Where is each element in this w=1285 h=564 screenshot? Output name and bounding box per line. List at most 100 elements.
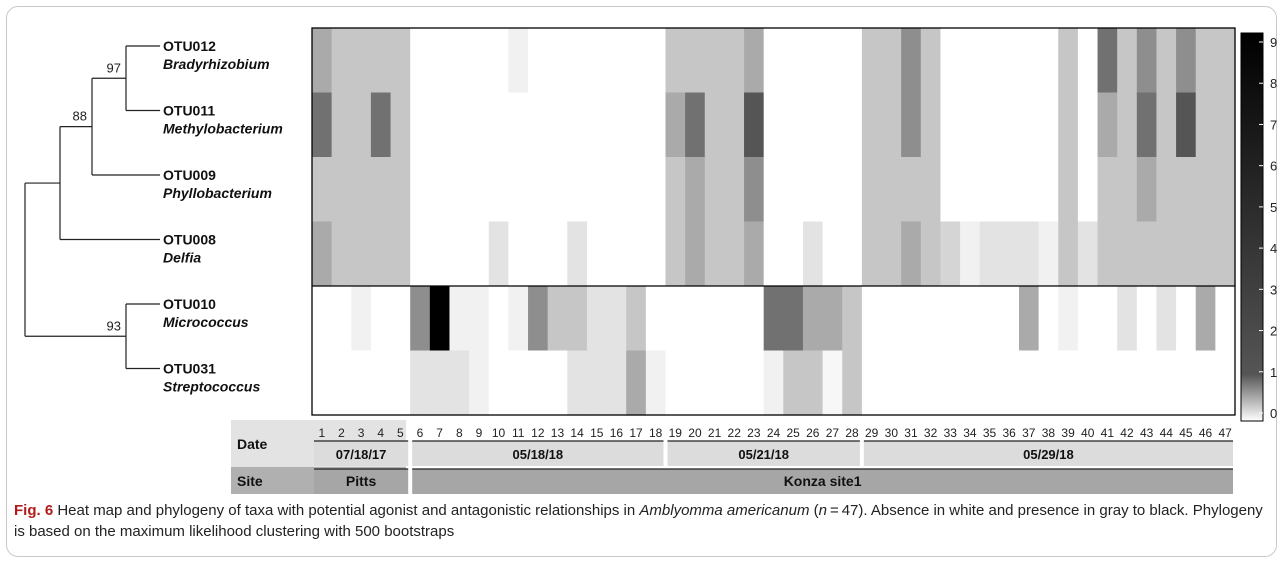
- caption-text-1: Heat map and phylogeny of taxa with pote…: [53, 502, 640, 519]
- heatmap-cell: [1215, 157, 1236, 223]
- color-scale-tick-label: 4: [1270, 241, 1277, 256]
- heatmap-cell: [901, 350, 922, 416]
- heatmap-grid: [311, 27, 1236, 416]
- date-group-label: 05/21/18: [738, 447, 789, 462]
- sample-number-label: 7: [436, 426, 443, 440]
- heatmap-cell: [1117, 221, 1138, 287]
- heatmap-cell: [469, 286, 490, 352]
- heatmap-cell: [351, 350, 372, 416]
- site-group-cell: [412, 469, 1233, 494]
- heatmap-cell: [763, 350, 784, 416]
- heatmap-cell: [449, 350, 470, 416]
- heatmap-cell: [1156, 28, 1177, 94]
- heatmap-cell: [312, 286, 333, 352]
- heatmap-cell: [999, 286, 1020, 352]
- bootstrap-value: 97: [107, 60, 121, 75]
- heatmap-cell: [410, 286, 431, 352]
- heatmap-cell: [685, 286, 706, 352]
- heatmap-cell: [1117, 28, 1138, 94]
- heatmap-cell: [645, 286, 667, 352]
- heatmap-cell: [783, 221, 804, 287]
- heatmap-cell: [920, 157, 942, 223]
- heatmap-cell: [1077, 221, 1099, 287]
- sample-number-label: 16: [610, 426, 624, 440]
- heatmap-cell: [390, 157, 411, 223]
- heatmap-cell: [1097, 221, 1118, 287]
- heatmap-cell: [881, 92, 902, 158]
- heatmap-cell: [685, 28, 706, 94]
- heatmap-cell: [861, 221, 883, 287]
- date-header-label: Date: [237, 436, 268, 452]
- heatmap-cell: [508, 350, 529, 416]
- heatmap-cell: [1097, 286, 1118, 352]
- heatmap-cell: [822, 350, 843, 416]
- heatmap-cell: [547, 221, 568, 287]
- date-group-label: 05/29/18: [1023, 447, 1074, 462]
- heatmap-cell: [763, 221, 784, 287]
- heatmap-cell: [665, 286, 686, 352]
- heatmap-cell: [528, 221, 549, 287]
- heatmap-cell: [861, 92, 883, 158]
- heatmap-cell: [1038, 350, 1059, 416]
- heatmap-cell: [842, 92, 863, 158]
- sample-number-label: 32: [924, 426, 938, 440]
- heatmap-cell: [920, 92, 942, 158]
- heatmap-cell: [1058, 221, 1079, 287]
- heatmap-cell: [1018, 28, 1040, 94]
- heatmap-cell: [586, 350, 608, 416]
- heatmap-cell: [410, 221, 431, 287]
- date-group-cell: [412, 441, 664, 466]
- heatmap-cell: [1097, 350, 1118, 416]
- heatmap-cell: [783, 157, 804, 223]
- sample-number-label: 33: [944, 426, 958, 440]
- heatmap-cell: [390, 28, 411, 94]
- heatmap-cell: [1018, 157, 1040, 223]
- heatmap-cell: [606, 157, 627, 223]
- sample-number-label: 35: [983, 426, 997, 440]
- heatmap-cell: [1117, 92, 1138, 158]
- heatmap-cell: [802, 157, 824, 223]
- heatmap-cell: [1077, 92, 1099, 158]
- heatmap-cell: [842, 157, 863, 223]
- caption-n: n: [818, 502, 827, 519]
- heatmap-cell: [312, 350, 333, 416]
- heatmap-cell: [410, 28, 431, 94]
- otu-id-label: OTU008: [163, 232, 216, 248]
- heatmap-cell: [370, 157, 392, 223]
- heatmap-cell: [370, 221, 392, 287]
- heatmap-cell: [645, 157, 667, 223]
- heatmap-cell: [528, 28, 549, 94]
- date-group-cell: [314, 441, 409, 466]
- heatmap-cell: [1136, 221, 1158, 287]
- heatmap-cell: [763, 286, 784, 352]
- heatmap-cell: [390, 221, 411, 287]
- heatmap-cell: [744, 157, 765, 223]
- heatmap-cell: [1215, 92, 1236, 158]
- heatmap-cell: [508, 28, 529, 94]
- heatmap-cell: [1136, 157, 1158, 223]
- heatmap-cell: [920, 350, 942, 416]
- color-scale-tick-label: 3: [1270, 282, 1277, 297]
- heatmap-cell: [822, 92, 843, 158]
- heatmap-cell: [626, 286, 647, 352]
- sample-number-label: 25: [786, 426, 800, 440]
- heatmap-cell: [449, 221, 470, 287]
- site-group-label: Pitts: [346, 473, 377, 489]
- heatmap-cell: [508, 92, 529, 158]
- color-scale-gradient-bar: [1240, 32, 1264, 422]
- sample-number-label: 8: [456, 426, 463, 440]
- color-scale-tick-label: 2: [1270, 324, 1277, 339]
- heatmap-cell: [724, 350, 745, 416]
- sample-number-label: 15: [590, 426, 604, 440]
- heatmap-cell: [1018, 350, 1040, 416]
- heatmap-cell: [370, 286, 392, 352]
- heatmap-cell: [1156, 350, 1177, 416]
- sample-number-label: 3: [358, 426, 365, 440]
- site-group-label: Konza site1: [784, 473, 862, 489]
- phylogeny-tree: 97 88 93: [24, 45, 160, 370]
- heatmap-cell: [920, 221, 942, 287]
- heatmap-cell: [606, 28, 627, 94]
- heatmap-cell: [331, 157, 352, 223]
